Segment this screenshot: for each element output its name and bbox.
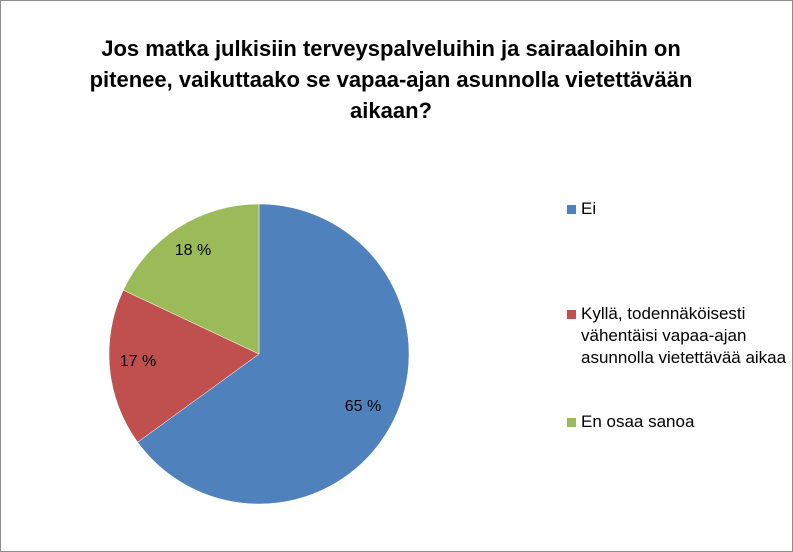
pie-slice-ei [137, 203, 410, 505]
legend-swatch-en-osaa [567, 418, 576, 427]
data-label-kylla: 17 % [120, 353, 156, 370]
chart-title-line-1: Jos matka julkisiin terveyspalveluihin j… [101, 36, 681, 61]
pie-slice-en-osaa [122, 203, 260, 355]
legend-swatch-kylla [567, 310, 576, 319]
legend-swatch-ei [567, 205, 576, 214]
chart-title: Jos matka julkisiin terveyspalveluihin j… [61, 33, 721, 126]
legend-label-ei: Ei [581, 199, 597, 218]
data-label-ei: 65 % [345, 398, 381, 415]
chart-title-line-2: pitenee, vaikuttaako se vapaa-ajan asunn… [89, 67, 693, 92]
pie-slice-kylla [108, 289, 260, 443]
legend-label-kylla: Kyllä, todennäköisesti vähentäisi vapaa-… [581, 304, 787, 367]
data-label-en-osaa: 18 % [175, 242, 211, 259]
legend-label-en-osaa: En osaa sanoa [581, 412, 695, 431]
chart-title-line-3: aikaan? [350, 98, 432, 123]
